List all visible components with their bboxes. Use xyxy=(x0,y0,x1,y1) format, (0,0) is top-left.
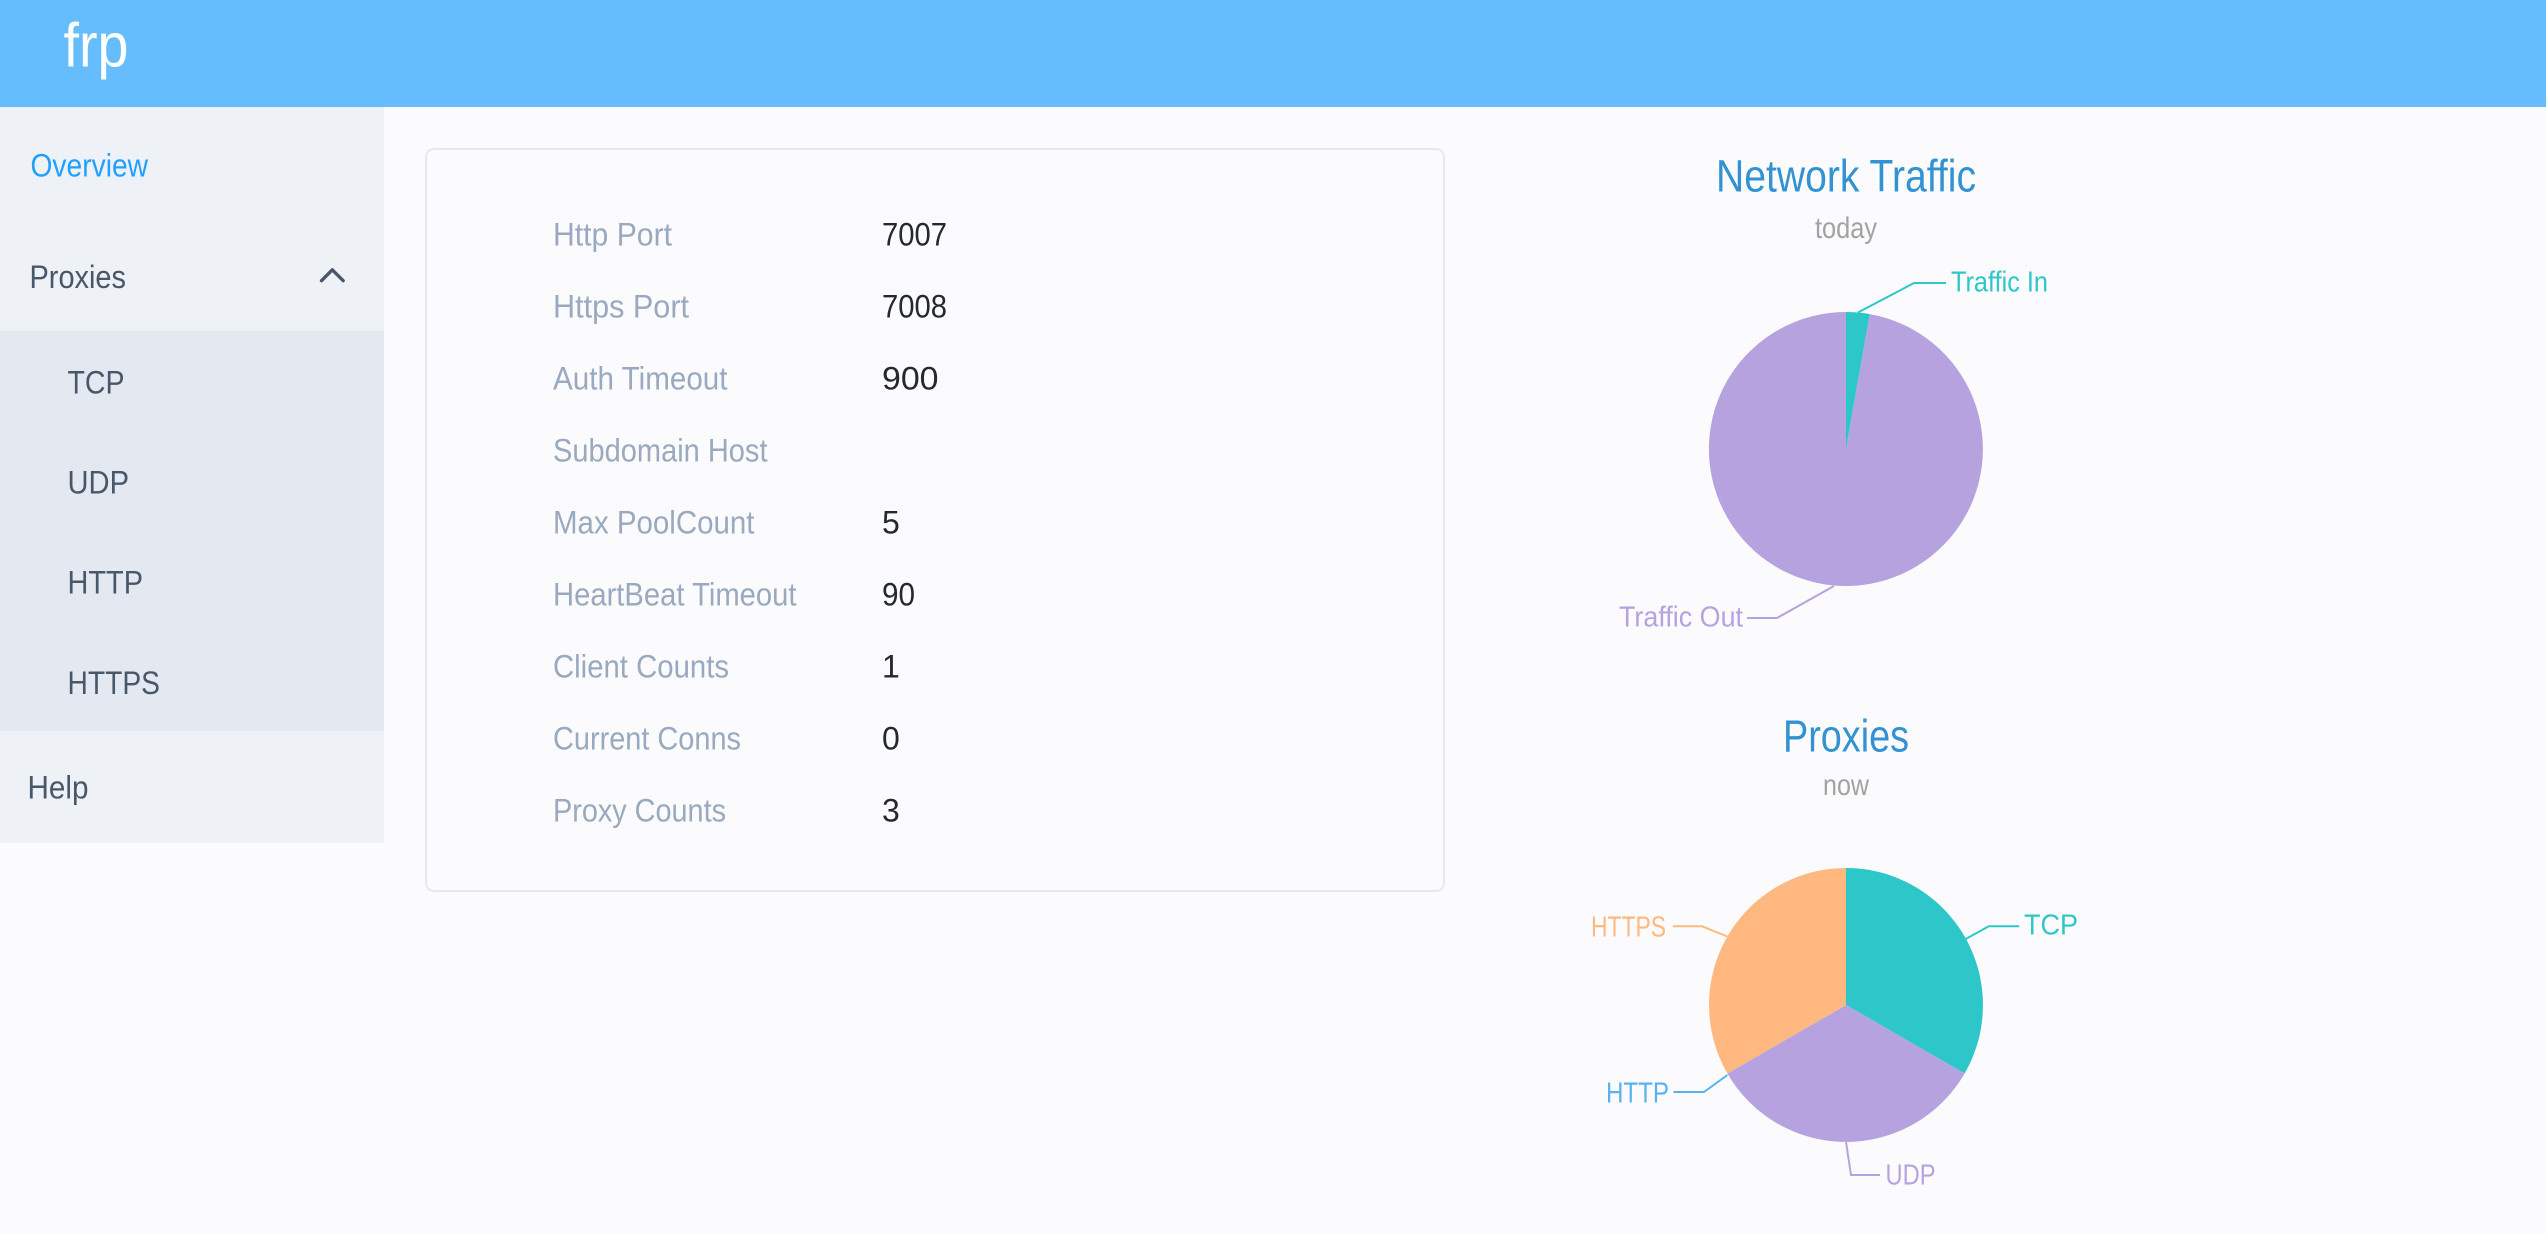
svg-text:Traffic In: Traffic In xyxy=(1951,267,2048,299)
svg-text:90: 90 xyxy=(882,577,915,613)
svg-text:HTTP: HTTP xyxy=(1606,1078,1669,1110)
svg-text:Traffic Out: Traffic Out xyxy=(1619,602,1743,634)
svg-text:Proxies: Proxies xyxy=(30,259,127,295)
svg-text:7008: 7008 xyxy=(882,289,947,325)
svg-text:Http Port: Http Port xyxy=(553,217,672,253)
svg-text:TCP: TCP xyxy=(2024,910,2078,942)
svg-text:1: 1 xyxy=(882,649,900,685)
svg-text:Current Conns: Current Conns xyxy=(553,721,741,757)
svg-text:Max PoolCount: Max PoolCount xyxy=(553,505,755,541)
svg-text:900: 900 xyxy=(882,361,939,397)
svg-text:UDP: UDP xyxy=(1886,1160,1936,1192)
svg-text:5: 5 xyxy=(882,505,900,541)
svg-text:TCP: TCP xyxy=(68,365,125,401)
svg-text:Client Counts: Client Counts xyxy=(553,649,729,685)
svg-text:HTTPS: HTTPS xyxy=(68,665,161,701)
svg-text:HTTPS: HTTPS xyxy=(1591,912,1666,944)
svg-text:7007: 7007 xyxy=(882,217,947,253)
svg-text:now: now xyxy=(1823,769,1869,802)
svg-text:Subdomain Host: Subdomain Host xyxy=(553,433,768,469)
svg-text:HeartBeat Timeout: HeartBeat Timeout xyxy=(553,577,797,613)
svg-text:0: 0 xyxy=(882,721,900,757)
svg-text:Auth Timeout: Auth Timeout xyxy=(553,361,728,397)
svg-text:Overview: Overview xyxy=(31,148,149,184)
svg-text:frp: frp xyxy=(64,12,129,81)
svg-text:Help: Help xyxy=(28,770,89,806)
svg-text:Https Port: Https Port xyxy=(553,289,689,325)
svg-text:today: today xyxy=(1815,212,1877,245)
svg-text:UDP: UDP xyxy=(68,465,130,501)
svg-text:3: 3 xyxy=(882,793,900,829)
svg-text:Proxy Counts: Proxy Counts xyxy=(553,793,726,829)
svg-text:HTTP: HTTP xyxy=(68,565,144,601)
svg-text:Network Traffic: Network Traffic xyxy=(1716,151,1976,202)
svg-text:Proxies: Proxies xyxy=(1783,711,1909,762)
